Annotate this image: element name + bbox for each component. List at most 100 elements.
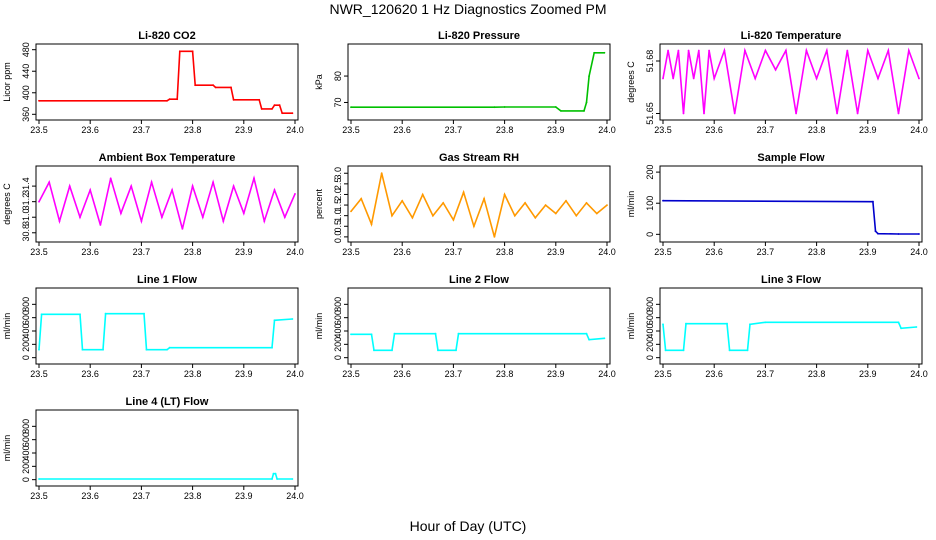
x-tick-label: 23.9	[859, 369, 877, 379]
data-point	[393, 332, 396, 335]
y-tick-label: 800	[645, 297, 655, 312]
x-tick-label: 23.8	[496, 247, 514, 257]
y-tick-label: 400	[21, 323, 31, 338]
data-point	[856, 112, 859, 115]
y-tick-label: 2.5	[333, 178, 343, 191]
data-point	[708, 49, 710, 52]
data-point	[544, 204, 547, 206]
x-tick-label: 23.6	[81, 125, 99, 135]
series-line	[662, 199, 919, 235]
y-tick-label: 400	[333, 323, 343, 338]
series-line	[350, 173, 608, 238]
plot-frame	[35, 43, 299, 121]
x-tick-label: 23.8	[184, 125, 202, 135]
data-point	[682, 112, 685, 115]
data-point	[145, 348, 148, 351]
data-point	[79, 216, 81, 219]
y-axis-label: percent	[314, 188, 324, 219]
data-point	[278, 104, 281, 107]
data-point	[40, 313, 43, 316]
data-point	[271, 478, 273, 480]
data-point	[493, 106, 496, 109]
data-point	[191, 185, 194, 187]
data-point	[918, 77, 920, 80]
x-tick-label: 24.0	[910, 369, 928, 379]
data-point	[370, 223, 373, 226]
x-tick-label: 23.7	[757, 369, 775, 379]
panel-title: Line 3 Flow	[761, 274, 821, 286]
data-point	[120, 212, 122, 215]
panel-title: Ambient Box Temperature	[99, 152, 236, 164]
data-point	[232, 185, 235, 187]
data-point	[595, 212, 598, 215]
x-tick-label: 23.9	[235, 369, 253, 379]
panel-title: Li-820 Temperature	[741, 30, 842, 42]
data-point	[263, 220, 266, 222]
x-tick-label: 23.5	[342, 125, 360, 135]
data-point	[836, 112, 838, 115]
data-point	[692, 77, 695, 80]
x-tick-label: 23.8	[808, 125, 826, 135]
y-tick-label: 600	[21, 310, 31, 325]
x-tick-label: 23.6	[393, 369, 411, 379]
data-point	[897, 233, 900, 235]
data-point	[360, 197, 363, 200]
plot-frame	[659, 43, 923, 121]
x-tick-label: 23.6	[705, 125, 723, 135]
chart-svg: Li-820 CO2 23.5 23.6 23.7 23.8 23.9 24.0 360 400…	[2, 30, 304, 135]
data-point	[421, 193, 424, 196]
data-point	[291, 478, 294, 480]
data-point	[815, 77, 818, 80]
x-tick-label: 23.9	[859, 247, 877, 257]
data-point	[560, 110, 562, 112]
x-tick-label: 24.0	[598, 369, 616, 379]
y-tick-label: 400	[645, 323, 655, 338]
y-tick-label: 200	[645, 165, 655, 180]
data-point	[672, 77, 675, 80]
x-tick-label: 23.9	[547, 369, 565, 379]
panel-title: Line 4 (LT) Flow	[126, 396, 209, 408]
y-tick-label: 0.0	[333, 231, 343, 244]
x-tick-label: 23.9	[547, 125, 565, 135]
data-point	[38, 99, 40, 102]
data-point	[805, 49, 808, 52]
y-tick-label: 800	[333, 297, 343, 312]
data-point	[764, 321, 767, 324]
x-tick-label: 24.0	[286, 491, 304, 501]
y-tick-label: 360	[21, 107, 31, 122]
data-point	[685, 322, 687, 325]
chart-svg: Sample Flow 23.5 23.6 23.7 23.8 23.9 24.0 0 100 2…	[626, 152, 928, 257]
plot-frame	[659, 165, 923, 243]
data-point	[38, 348, 40, 351]
chart-svg: Line 4 (LT) Flow 23.5 23.6 23.7 23.8 23.9 24.0…	[2, 396, 304, 501]
data-point	[161, 216, 163, 219]
data-point	[524, 202, 526, 204]
data-point	[588, 75, 590, 77]
y-tick-label: 30.8	[21, 224, 31, 242]
x-tick-label: 23.7	[757, 125, 775, 135]
data-point	[411, 216, 414, 219]
x-tick-label: 23.8	[808, 369, 826, 379]
plot-frame	[347, 287, 611, 365]
data-point	[271, 346, 273, 349]
panel-line-4-lt-flow: Line 4 (LT) Flow 23.5 23.6 23.7 23.8 23.9 24.0…	[0, 394, 312, 516]
figure-title: NWR_120620 1 Hz Diagnostics Zoomed PM	[329, 1, 607, 17]
y-tick-label: 0	[21, 477, 31, 482]
data-point	[166, 348, 168, 351]
y-tick-label: 31.2	[21, 193, 31, 211]
data-point	[744, 49, 746, 52]
data-point	[897, 321, 900, 324]
panel-title: Line 2 Flow	[449, 274, 509, 286]
data-point	[455, 349, 457, 352]
data-point	[79, 313, 81, 316]
x-tick-label: 23.9	[547, 247, 565, 257]
y-tick-label: 31.4	[21, 177, 31, 195]
data-point	[887, 49, 890, 52]
x-tick-label: 24.0	[598, 247, 616, 257]
y-tick-label: 2.0	[333, 188, 343, 201]
data-point	[442, 202, 445, 204]
data-point	[370, 333, 373, 336]
series-line	[39, 472, 293, 480]
y-tick-label: 0	[333, 355, 343, 360]
data-point	[291, 112, 294, 115]
